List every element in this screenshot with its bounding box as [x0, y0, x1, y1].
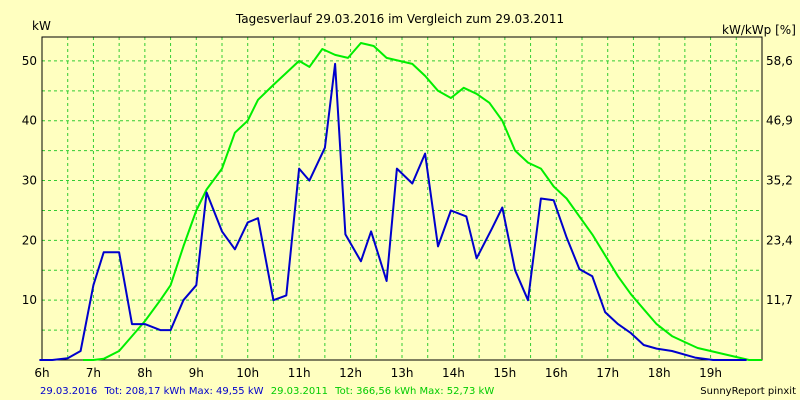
tick-labels: 6h 7h 8h 9h 10h 11h 12h 13h 14h 15h 16h 17h 18h 19h 10…	[22, 54, 793, 380]
x-tick-label: 18h	[648, 366, 671, 380]
legend-entry-2011-stats: Tot: 366,56 kWh Max: 52,73 kW	[334, 386, 494, 397]
x-tick-label: 12h	[339, 366, 362, 380]
y-tick-label-left: 40	[22, 114, 37, 128]
y-tick-label-right: 58,6	[766, 54, 793, 68]
x-tick-label: 6h	[34, 366, 49, 380]
y-tick-label-right: 23,4	[766, 233, 793, 247]
x-tick-label: 14h	[442, 366, 465, 380]
x-tick-label: 11h	[288, 366, 311, 380]
y-tick-label-right: 35,2	[766, 174, 793, 188]
x-tick-label: 10h	[236, 366, 259, 380]
y-axis-label-left: kW	[32, 19, 51, 33]
x-tick-label: 8h	[137, 366, 152, 380]
series	[39, 42, 762, 361]
x-tick-label: 15h	[493, 366, 516, 380]
x-tick-label: 16h	[545, 366, 568, 380]
series-line-29-03-2011	[83, 42, 762, 361]
grid	[42, 37, 762, 360]
x-tick-label: 7h	[86, 366, 101, 380]
x-tick-label: 17h	[596, 366, 619, 380]
series-line-29-03-2016	[39, 62, 747, 361]
x-tick-label: 9h	[189, 366, 204, 380]
plot-area	[41, 36, 763, 361]
y-tick-label-left: 10	[22, 293, 37, 307]
credit-text: SunnyReport pinxit	[700, 386, 796, 397]
y-tick-label-left: 30	[22, 174, 37, 188]
y-tick-label-right: 46,9	[766, 114, 793, 128]
y-tick-label-right: 11,7	[766, 293, 793, 307]
chart-title: Tagesverlauf 29.03.2016 im Vergleich zum…	[235, 12, 564, 26]
y-tick-label-left: 20	[22, 233, 37, 247]
x-tick-label: 13h	[391, 366, 414, 380]
legend-entry-2016-date: 29.03.2016	[40, 386, 97, 397]
svg-text:29.03.2016 Tot: 208,17 k: 29.03.2016 Tot: 208,17 kWh Max: 49,55 kW…	[40, 386, 494, 397]
legend-entry-2011-date: 29.03.2011	[271, 386, 328, 397]
y-tick-label-left: 50	[22, 54, 37, 68]
legend-entry-2016-stats: Tot: 208,17 kWh Max: 49,55 kW	[103, 386, 263, 397]
y-axis-label-right: kW/kWp [%]	[722, 23, 796, 37]
legend: 29.03.2016 Tot: 208,17 kWh Max: 49,55 kW…	[40, 386, 494, 397]
x-tick-label: 19h	[699, 366, 722, 380]
